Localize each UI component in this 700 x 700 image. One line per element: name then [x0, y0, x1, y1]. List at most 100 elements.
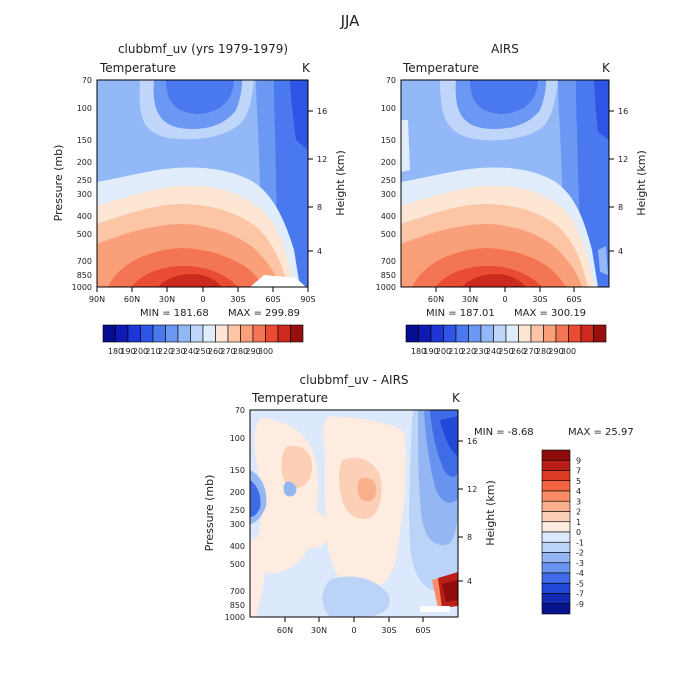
x-tick-label: 60S [566, 295, 581, 304]
colorbar-swatch [541, 562, 571, 574]
colorbar-label: -1 [576, 538, 584, 547]
y-tick-label: 500 [230, 560, 245, 569]
colorbar-label: 260 [208, 347, 223, 356]
colorbar-label: 210 [145, 347, 160, 356]
panel-obs: AIRS Temperature K 60N 30N [376, 42, 648, 356]
colorbar-swatch [405, 324, 419, 343]
colorbar-label: 280 [536, 347, 551, 356]
panel-left-label: Temperature [99, 61, 176, 75]
colorbar-swatch [140, 324, 154, 343]
colorbar-label: 290 [245, 347, 260, 356]
height-tick-label: 4 [618, 247, 623, 256]
x-tick-label: 30S [230, 295, 245, 304]
height-ticks: 4 8 12 16 [308, 107, 327, 256]
x-tick-label: 60N [277, 626, 293, 635]
colorbar-label: -9 [576, 600, 584, 609]
x-ticks: 60N 30N 0 30S 60S [277, 617, 431, 635]
colorbar-swatch [152, 324, 166, 343]
colorbar-swatch [541, 541, 571, 553]
colorbar-label: 3 [576, 497, 581, 506]
height-tick-label: 16 [467, 437, 477, 446]
colorbar-swatch [593, 324, 607, 343]
panel-title: clubbmf_uv - AIRS [299, 373, 408, 387]
y-tick-label: 400 [77, 212, 92, 221]
panel-units: K [302, 61, 311, 75]
y-axis-label: Pressure (mb) [52, 145, 65, 222]
colorbar-label: 300 [561, 347, 576, 356]
colorbar-label: -3 [576, 559, 584, 568]
colorbar-label: 2 [576, 508, 581, 517]
panel-units: K [452, 391, 461, 405]
colorbar-swatch [541, 480, 571, 492]
colorbar-swatch [541, 449, 571, 461]
y-ticks: 70 100 150 200 250 300 400 500 700 850 1… [72, 76, 92, 292]
colorbar-swatch [115, 324, 129, 343]
colorbar-swatch [480, 324, 494, 343]
colorbar-label: 9 [576, 456, 581, 465]
y-tick-label: 250 [230, 506, 245, 515]
y-tick-label: 850 [230, 601, 245, 610]
x-tick-label: 60S [265, 295, 280, 304]
colorbar-swatch [541, 521, 571, 533]
x-tick-label: 90S [300, 295, 315, 304]
y-tick-label: 700 [230, 587, 245, 596]
colorbar-swatch [265, 324, 279, 343]
max-label: MAX = 25.97 [568, 427, 634, 438]
colorbar-swatch [541, 470, 571, 482]
colorbar-label: 180 [108, 347, 123, 356]
y-tick-label: 70 [235, 406, 245, 415]
colorbar-swatch [127, 324, 141, 343]
colorbar-label: 250 [498, 347, 513, 356]
height-tick-label: 4 [317, 247, 322, 256]
colorbar-swatch [555, 324, 569, 343]
y-tick-label: 150 [230, 466, 245, 475]
colorbar-swatch [541, 490, 571, 502]
colorbar-label: 220 [158, 347, 173, 356]
colorbar-label: 190 [120, 347, 135, 356]
min-label: MIN = -8.68 [474, 427, 534, 438]
y-tick-label: 500 [77, 230, 92, 239]
y-tick-label: 200 [381, 158, 396, 167]
height-axis-label: Height (km) [484, 480, 497, 546]
height-tick-label: 4 [467, 577, 472, 586]
min-label: MIN = 187.01 [426, 308, 495, 319]
colorbar-label: 4 [576, 487, 581, 496]
colorbar-swatch [215, 324, 229, 343]
colorbar-swatch [541, 552, 571, 564]
colorbar-swatch [277, 324, 291, 343]
colorbar-swatch [202, 324, 216, 343]
x-ticks: 90N 60N 30N 0 30S 60S 90S [89, 287, 316, 304]
y-tick-label: 500 [381, 230, 396, 239]
colorbar-swatch [518, 324, 532, 343]
y-ticks: 70 100 150 200 250 300 400 500 700 850 1… [376, 76, 396, 292]
colorbar-label: 270 [220, 347, 235, 356]
y-tick-label: 150 [77, 136, 92, 145]
x-tick-label: 60N [428, 295, 444, 304]
y-tick-label: 100 [77, 104, 92, 113]
x-tick-label: 30N [462, 295, 478, 304]
colorbar-label: 180 [411, 347, 426, 356]
height-axis-label: Height (km) [334, 150, 347, 216]
colorbar-swatch [240, 324, 254, 343]
y-tick-label: 250 [381, 176, 396, 185]
x-ticks: 60N 30N 0 30S 60S [428, 287, 582, 304]
contour-field [97, 80, 308, 287]
colorbar-swatch [505, 324, 519, 343]
y-tick-label: 250 [77, 176, 92, 185]
y-axis-label: Pressure (mb) [203, 475, 216, 552]
y-tick-label: 700 [77, 257, 92, 266]
colorbar-label: -2 [576, 549, 584, 558]
colorbar-label: 7 [576, 467, 581, 476]
colorbar-swatch [468, 324, 482, 343]
colorbar-label: 240 [486, 347, 501, 356]
panel-difference: clubbmf_uv - AIRS Temperature K [203, 373, 634, 635]
height-tick-label: 8 [467, 533, 472, 542]
colorbar-swatch [541, 531, 571, 543]
height-ticks: 4 8 12 16 [458, 437, 477, 586]
y-tick-label: 300 [77, 190, 92, 199]
height-tick-label: 12 [618, 155, 628, 164]
y-tick-label: 100 [230, 434, 245, 443]
